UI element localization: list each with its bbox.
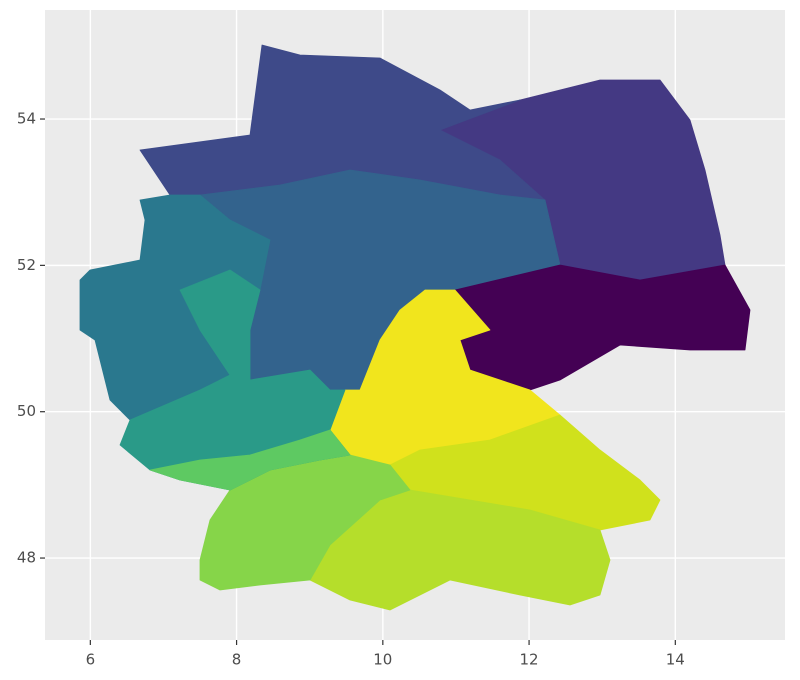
- y-tick-label: 48: [17, 549, 36, 567]
- y-tick-label: 52: [17, 256, 36, 274]
- x-tick-label: 6: [86, 651, 96, 669]
- region: [149, 429, 351, 491]
- axes: 6 8 10 12 14 48 50 52 54: [17, 110, 685, 669]
- y-tick-label: 50: [17, 402, 36, 420]
- x-tick-label: 12: [520, 651, 539, 669]
- x-tick-label: 10: [373, 651, 392, 669]
- regions: [79, 44, 751, 611]
- y-tick-label: 54: [17, 110, 36, 128]
- x-tick-label: 14: [666, 651, 685, 669]
- x-tick-label: 8: [232, 651, 242, 669]
